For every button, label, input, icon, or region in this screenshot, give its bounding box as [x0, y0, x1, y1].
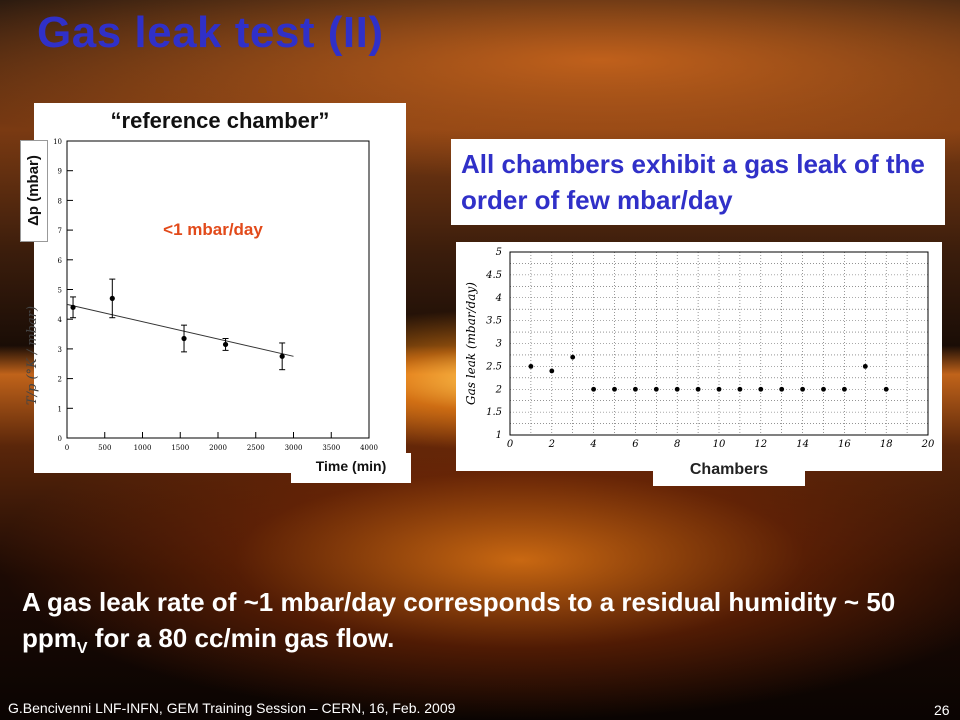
- conclusion-subscript: V: [76, 640, 88, 658]
- y-tick-label: 0: [58, 435, 62, 443]
- x-tick-label: 3000: [285, 444, 303, 452]
- page-number: 26: [934, 702, 950, 718]
- x-tick-label: 500: [98, 444, 111, 452]
- y-tick-label: 2.5: [485, 361, 502, 372]
- reference-chart-ylabel-box: [20, 140, 48, 242]
- x-tick-label: 8: [674, 439, 680, 450]
- x-tick-label: 1000: [134, 444, 152, 452]
- data-point: [612, 386, 617, 392]
- y-tick-label: 7: [58, 227, 62, 235]
- reference-chart-panel: [34, 103, 406, 473]
- data-point: [633, 386, 638, 392]
- y-tick-label: 4: [58, 316, 63, 324]
- y-tick-label: 8: [58, 197, 62, 205]
- x-tick-label: 16: [838, 439, 851, 450]
- data-point: [528, 363, 534, 369]
- x-tick-label: 6: [632, 439, 639, 450]
- y-tick-label: 3: [58, 346, 62, 354]
- chambers-chart-panel: [456, 242, 942, 471]
- y-axis-label: Gas leak (mbar/day): [464, 282, 478, 405]
- data-point: [779, 386, 785, 392]
- y-tick-label: 3.5: [486, 316, 502, 327]
- y-tick-label: 9: [58, 168, 62, 176]
- x-tick-label: 2000: [209, 444, 227, 452]
- reference-chart-underlying-ylabel: T/p (°K / mbar): [25, 305, 41, 405]
- x-tick-label: 10: [713, 439, 726, 450]
- chambers-chart-svg: 0 2 4 6 8 10 12 14 16 18 20 1 1.5 2 2.5 3 3.5 4 4.5 5 Gas le…: [464, 247, 935, 450]
- y-tick-label: 3: [496, 339, 502, 350]
- y-tick-label: 4: [495, 293, 502, 304]
- y-tick-label: 5: [496, 247, 502, 258]
- slide-title: Gas leak test (II): [37, 8, 384, 57]
- y-tick-label: 1: [496, 430, 502, 441]
- x-tick-label: 3500: [322, 444, 340, 452]
- x-tick-label: 14: [796, 439, 809, 450]
- y-tick-label: 2: [495, 384, 502, 395]
- chambers-chart-xlabel: Chambers: [689, 461, 769, 478]
- data-point: [800, 386, 805, 392]
- y-tick-label: 1: [58, 405, 62, 413]
- statement-text: All chambers exhibit a gas leak of the o…: [461, 149, 925, 215]
- y-tick-label: 4.5: [485, 270, 502, 281]
- data-point: [549, 368, 555, 374]
- data-point: [591, 386, 596, 392]
- data-point: [883, 386, 889, 392]
- chambers-chart-xlabel-box: [653, 456, 805, 486]
- conclusion-part-2: for a 80 cc/min gas flow.: [87, 623, 395, 653]
- y-tick-label: 6: [58, 257, 63, 265]
- data-point: [842, 386, 847, 392]
- x-tick-label: 1500: [171, 444, 189, 452]
- fit-line: [66, 303, 294, 357]
- leak-rate-annotation: <1 mbar/day: [163, 220, 263, 239]
- x-tick-label: 2: [548, 439, 555, 450]
- data-point: [653, 386, 659, 392]
- data-point: [716, 386, 722, 392]
- x-tick-label: 12: [754, 439, 767, 450]
- data-point: [862, 363, 868, 369]
- conclusion-text: A gas leak rate of ~1 mbar/day correspon…: [22, 584, 942, 667]
- x-tick-label: 18: [880, 439, 893, 450]
- reference-chart-title: “reference chamber”: [110, 108, 330, 133]
- data-point: [570, 354, 576, 360]
- y-tick-label: 10: [53, 138, 62, 146]
- data-point: [821, 386, 826, 392]
- reference-chart-xlabel: Time (min): [315, 458, 387, 474]
- x-tick-label: 2500: [247, 444, 265, 452]
- x-tick-label: 4: [589, 439, 596, 450]
- data-point: [758, 386, 764, 392]
- plot-frame: [509, 251, 929, 436]
- y-tick-label: 1.5: [486, 407, 502, 418]
- data-point: [695, 386, 701, 392]
- data-point: [181, 335, 187, 342]
- reference-chart-svg: 0 500 1000 1500 2000 2500 3000 3500 4000 0 1 2 3 4 5 6 7…: [53, 138, 378, 452]
- data-point: [222, 341, 229, 348]
- conclusion-part-1: A gas leak rate of ~1 mbar/day correspon…: [22, 587, 896, 653]
- data-point: [674, 386, 680, 392]
- data-point: [70, 304, 76, 310]
- data-point: [279, 353, 285, 359]
- data-point: [737, 386, 743, 392]
- x-tick-label: 0: [507, 439, 514, 450]
- reference-chart-ylabel: Δp (mbar): [24, 154, 42, 226]
- x-tick-label: 0: [65, 444, 69, 452]
- statement-box: [451, 139, 945, 225]
- x-tick-label: 4000: [360, 444, 378, 452]
- data-point: [109, 295, 115, 302]
- footer-credit: G.Bencivenni LNF-INFN, GEM Training Sess…: [8, 700, 456, 716]
- x-tick-label: 20: [921, 439, 935, 450]
- y-tick-label: 5: [58, 287, 62, 295]
- y-tick-label: 2: [58, 376, 62, 384]
- reference-chart-xlabel-box: [291, 453, 411, 483]
